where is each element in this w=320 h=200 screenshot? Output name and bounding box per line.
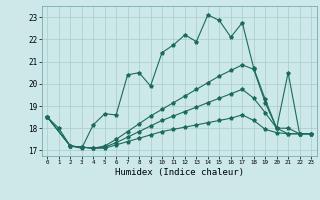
X-axis label: Humidex (Indice chaleur): Humidex (Indice chaleur) xyxy=(115,168,244,177)
